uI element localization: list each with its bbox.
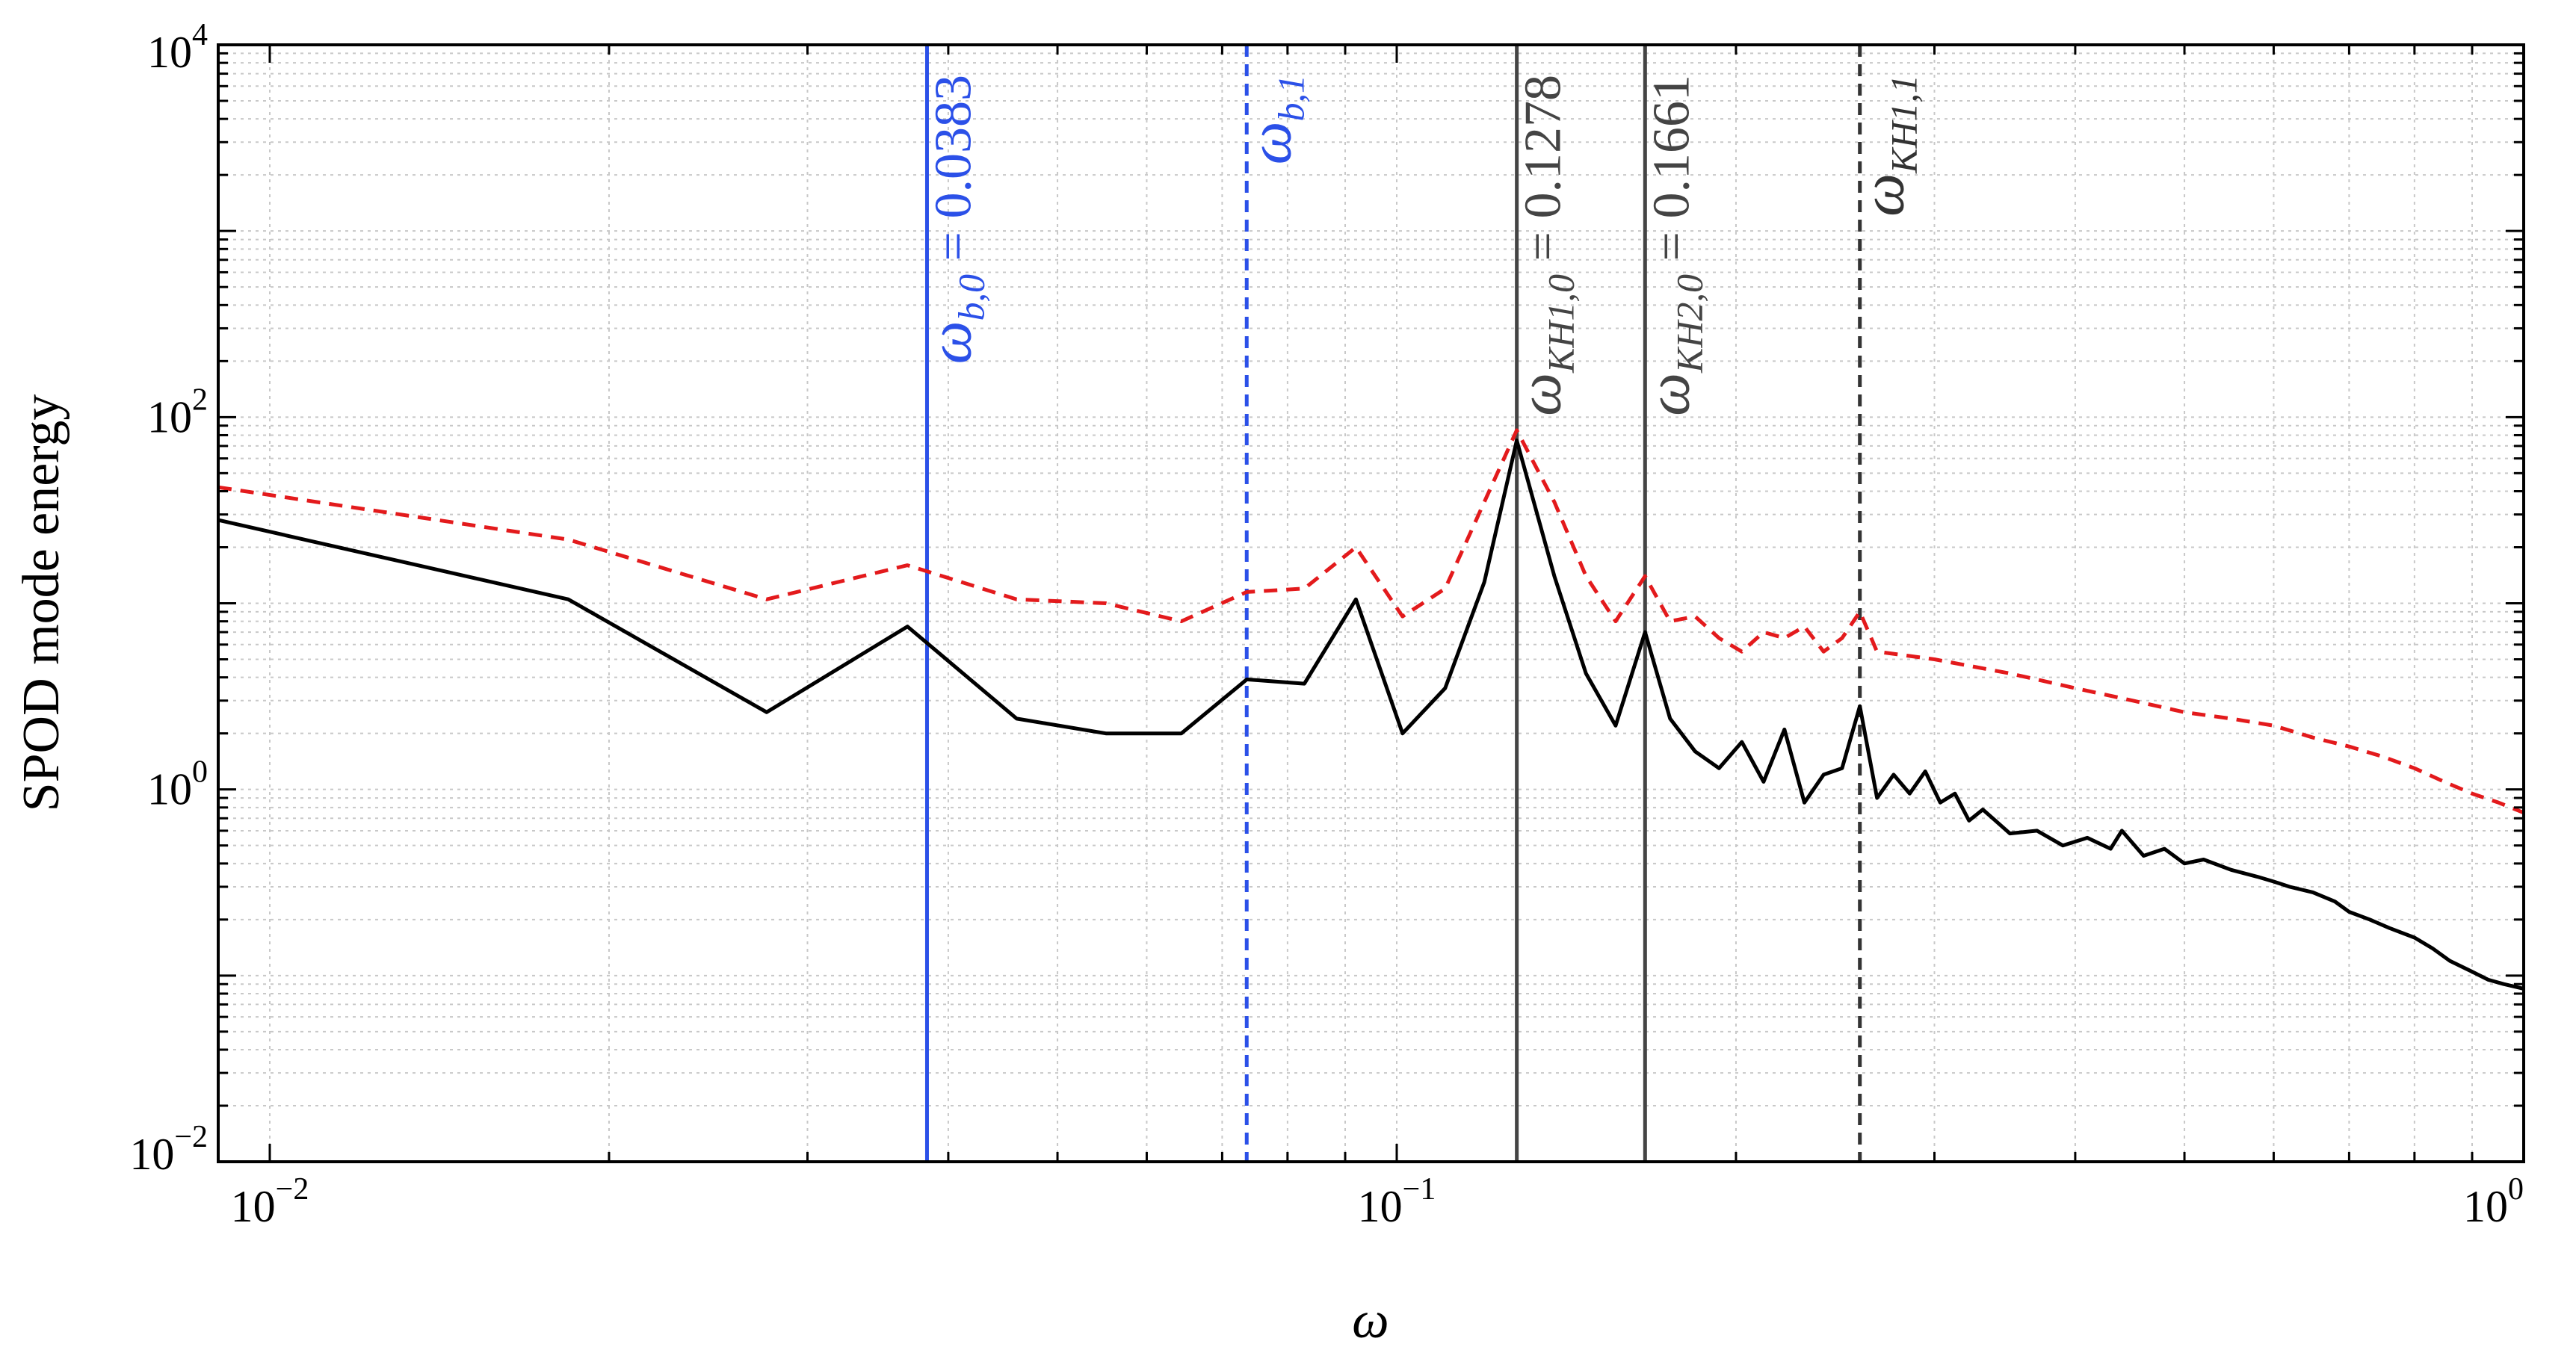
series-line-0 [217, 439, 2524, 991]
y-tick-label: 100 [147, 755, 208, 814]
x-axis-title: ω [1352, 1292, 1389, 1349]
y-tick-label: 10−2 [129, 1120, 208, 1179]
vertical-line-label: ωb,1 [1235, 75, 1312, 164]
data-series [217, 428, 2524, 991]
y-axis-title: SPOD mode energy [13, 394, 70, 812]
vertical-line-label: ωKH1,0 = 0.1278 [1506, 75, 1582, 416]
series-line-1 [217, 428, 2524, 815]
y-tick-label: 104 [147, 18, 208, 77]
y-tick-label: 102 [147, 383, 208, 442]
x-tick-label: 10−2 [231, 1172, 309, 1231]
vertical-line-label: ωKH2,0 = 0.1661 [1634, 75, 1710, 416]
vertical-reference-lines [924, 45, 1862, 1162]
x-tick-label: 100 [2463, 1172, 2524, 1231]
grid [217, 45, 2524, 1162]
vertical-line-label: ωb,0 = 0.0383 [915, 75, 992, 364]
vertical-line-labels: ωb,0 = 0.0383 ωb,1 ωKH1,0 = 0.1278 ωKH2,0 =… [915, 75, 1924, 416]
vertical-line-label: ωKH1,1 [1849, 75, 1925, 217]
x-tick-label: 10−1 [1358, 1172, 1436, 1231]
axis-ticks: 10−2 10−1 100 10−2 100 102 104 [129, 18, 2525, 1231]
